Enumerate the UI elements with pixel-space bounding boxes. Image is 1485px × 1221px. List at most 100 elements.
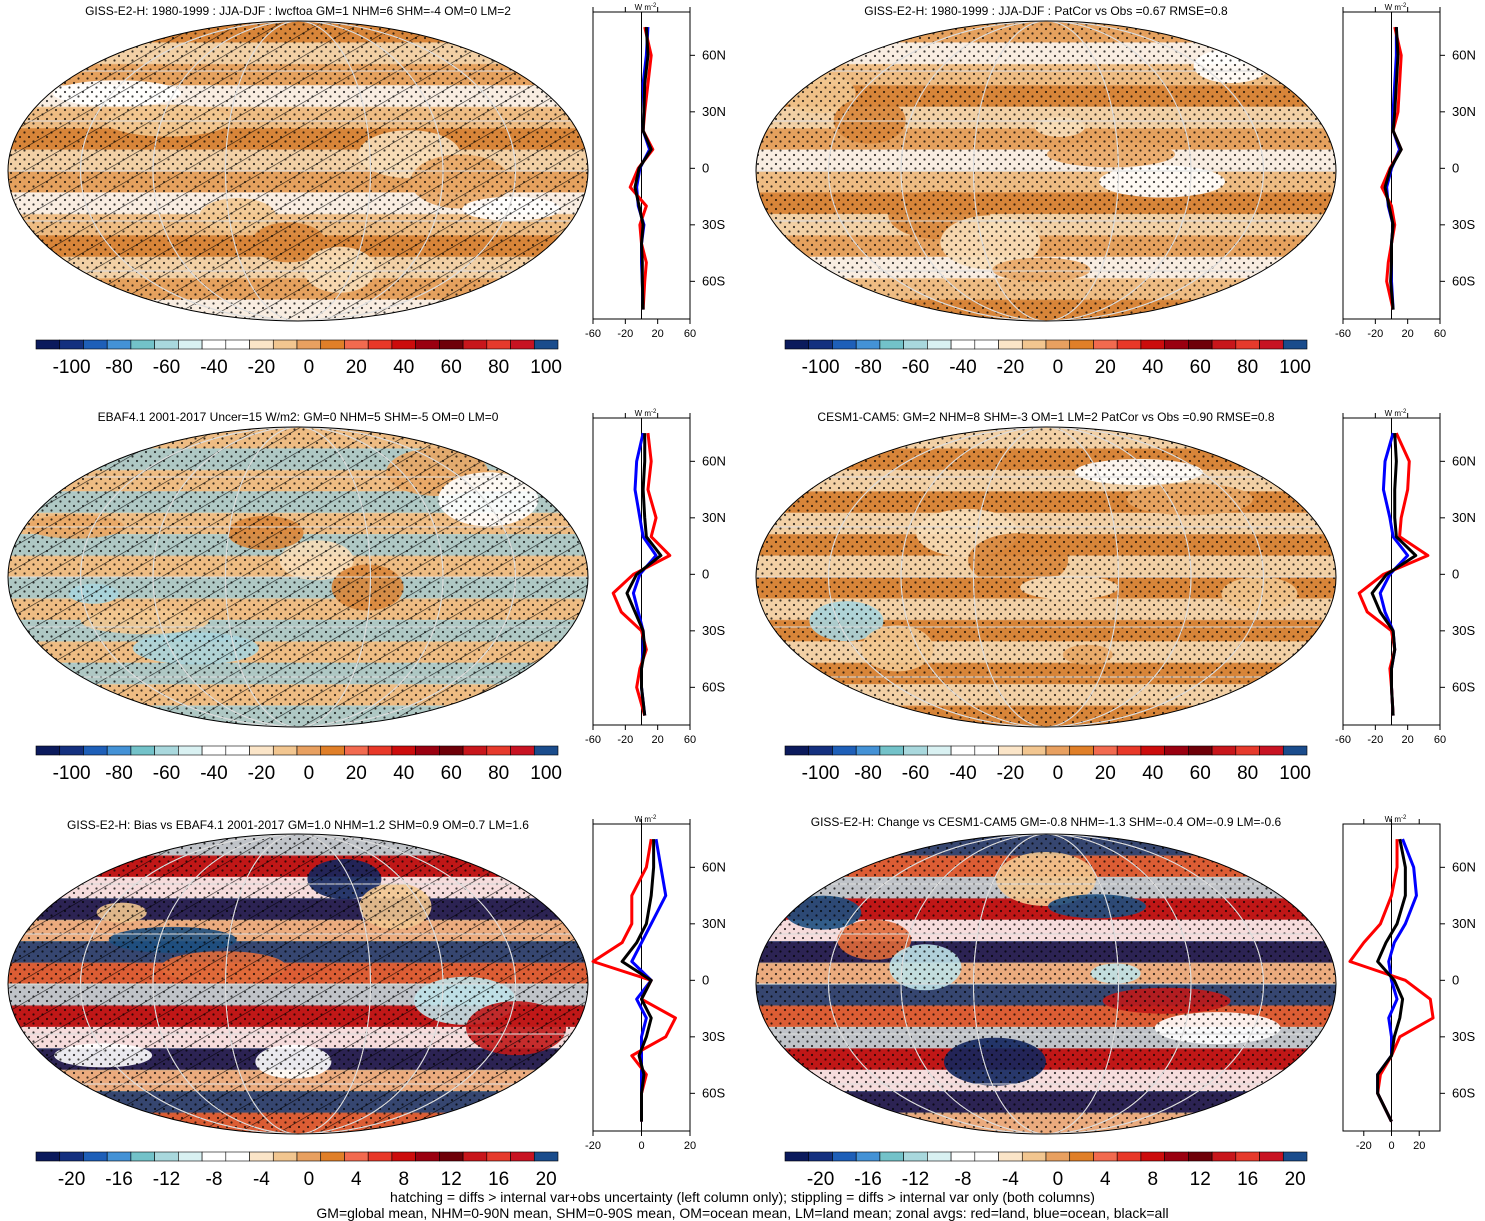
- colorbar-swatch: [154, 745, 179, 756]
- colorbar-swatch: [1021, 1151, 1047, 1162]
- colorbar-swatch: [106, 745, 132, 756]
- zonal-unit-exponent: -2: [1401, 815, 1407, 821]
- colorbar-swatch: [296, 745, 322, 756]
- colorbar-swatch: [1259, 745, 1284, 756]
- colorbar-swatch: [201, 339, 227, 350]
- colorbar-swatch: [903, 745, 928, 756]
- colorbar-tick-label: -20: [997, 763, 1024, 784]
- colorbar-swatch: [808, 1151, 833, 1162]
- zonal-x-tick-label: -20: [585, 1140, 601, 1152]
- map-gridline-meridian: [225, 427, 371, 727]
- colorbar-swatch: [486, 745, 511, 756]
- panel-c-colorbar: -100 -80 -60 -40 -20 0 20 40 60 80 100: [35, 745, 562, 784]
- colorbar-swatch: [296, 339, 322, 350]
- colorbar-swatch: [249, 745, 274, 756]
- colorbar-swatch: [462, 339, 488, 350]
- zonal-lat-label: 30S: [702, 623, 725, 638]
- zonal-lat-label: 0: [702, 566, 709, 581]
- zonal-lat-label: 30N: [1452, 104, 1476, 119]
- colorbar-swatch: [903, 339, 928, 350]
- colorbar-swatch: [1282, 745, 1308, 756]
- map-outline: [7, 833, 589, 1135]
- colorbar-swatch: [1235, 745, 1260, 756]
- panel-e-title: GISS-E2-H: Bias vs EBAF4.1 2001-2017 GM=…: [67, 818, 529, 832]
- colorbar-tick-label: 20: [346, 763, 367, 784]
- zonal-lat-label: 60N: [702, 859, 726, 874]
- panel-f: GISS-E2-H: Change vs CESM1-CAM5 GM=-0.8 …: [755, 815, 1476, 1190]
- colorbar-tick-label: -40: [949, 763, 976, 784]
- colorbar-tick-label: -100: [802, 357, 840, 378]
- zonal-curve-land: [1348, 839, 1435, 1123]
- colorbar-swatch: [367, 745, 393, 756]
- zonal-x-tick-label: -20: [617, 328, 633, 340]
- colorbar-swatch: [927, 1151, 952, 1162]
- colorbar-tick-label: -8: [206, 1169, 223, 1190]
- colorbar-swatch: [344, 1151, 369, 1162]
- zonal-x-tick-label: 0: [1388, 1140, 1394, 1152]
- colorbar-tick-label: -12: [902, 1169, 929, 1190]
- colorbar-swatch: [391, 745, 416, 756]
- zonal-curve-land: [1380, 26, 1403, 310]
- footnote-line-2: GM=global mean, NHM=0-90N mean, SHM=0-90…: [316, 1205, 1169, 1221]
- colorbar-swatch: [1235, 1151, 1260, 1162]
- panel-e-colorbar: -20 -16 -12 -8 -4 0 4 8 12 16 20: [35, 1151, 559, 1190]
- colorbar-tick-label: 40: [1142, 763, 1163, 784]
- colorbar-swatch: [1093, 1151, 1118, 1162]
- zonal-lat-label: 60S: [702, 679, 725, 694]
- colorbar-swatch: [974, 1151, 999, 1162]
- zonal-x-tick-label: -60: [585, 328, 601, 340]
- colorbar-tick-label: -40: [949, 357, 976, 378]
- zonal-x-tick-label: -20: [1367, 328, 1383, 340]
- map-gridline-meridian: [152, 834, 444, 1134]
- panel-e: GISS-E2-H: Bias vs EBAF4.1 2001-2017 GM=…: [7, 815, 726, 1190]
- panel-f-map: [755, 833, 1337, 1135]
- colorbar-tick-label: 60: [441, 763, 462, 784]
- panel-a-map: [7, 20, 589, 322]
- colorbar-swatch: [83, 1151, 108, 1162]
- colorbar-swatch: [83, 339, 108, 350]
- colorbar-tick-label: -4: [1002, 1169, 1019, 1190]
- map-gridline-meridian: [973, 834, 1119, 1134]
- colorbar-swatch: [462, 745, 488, 756]
- colorbar-tick-label: -60: [902, 357, 929, 378]
- colorbar-swatch: [1069, 745, 1094, 756]
- colorbar-tick-label: -100: [802, 763, 840, 784]
- colorbar-swatch: [1259, 1151, 1284, 1162]
- colorbar-swatch: [35, 339, 61, 350]
- panel-a-title: GISS-E2-H: 1980-1999 : JJA-DJF : lwcftoa…: [85, 4, 511, 18]
- colorbar-tick-label: 40: [393, 763, 414, 784]
- colorbar-swatch: [344, 745, 369, 756]
- colorbar-swatch: [533, 339, 559, 350]
- colorbar-tick-label: -60: [153, 763, 180, 784]
- colorbar-swatch: [1140, 1151, 1165, 1162]
- zonal-lat-label: 60S: [1452, 679, 1475, 694]
- colorbar-tick-label: 8: [398, 1169, 409, 1190]
- colorbar-swatch: [784, 745, 810, 756]
- zonal-lat-label: 60N: [702, 47, 726, 62]
- zonal-lat-label: 30N: [1452, 916, 1476, 931]
- zonal-x-tick-label: -60: [1335, 328, 1351, 340]
- zonal-unit-label: W m-2: [1385, 815, 1407, 824]
- colorbar-tick-label: 4: [1100, 1169, 1111, 1190]
- colorbar-swatch: [950, 339, 976, 350]
- map-gridline-meridian: [973, 427, 1119, 727]
- colorbar-tick-label: 20: [536, 1169, 557, 1190]
- zonal-unit-label: W m-2: [1385, 3, 1407, 12]
- panel-d-map: [755, 426, 1337, 728]
- colorbar-swatch: [225, 1151, 250, 1162]
- panel-b-zonal-plot: -60 -20 20 60 60N 30N 0 30S 60S W m-2: [1335, 3, 1476, 340]
- zonal-x-tick-label: -20: [617, 734, 633, 746]
- colorbar-swatch: [1188, 745, 1213, 756]
- colorbar-swatch: [439, 745, 464, 756]
- colorbar-tick-label: 20: [1095, 763, 1116, 784]
- zonal-lat-label: 30S: [702, 217, 725, 232]
- colorbar-tick-label: 16: [1237, 1169, 1258, 1190]
- zonal-lat-label: 0: [702, 972, 709, 987]
- colorbar-tick-label: -4: [253, 1169, 270, 1190]
- map-gridline-meridian: [80, 834, 516, 1134]
- map-outline: [7, 426, 589, 728]
- colorbar-swatch: [415, 1151, 440, 1162]
- zonal-x-tick-label: 20: [1413, 1140, 1425, 1152]
- panel-a: GISS-E2-H: 1980-1999 : JJA-DJF : lwcftoa…: [7, 3, 726, 378]
- colorbar-swatch: [272, 745, 298, 756]
